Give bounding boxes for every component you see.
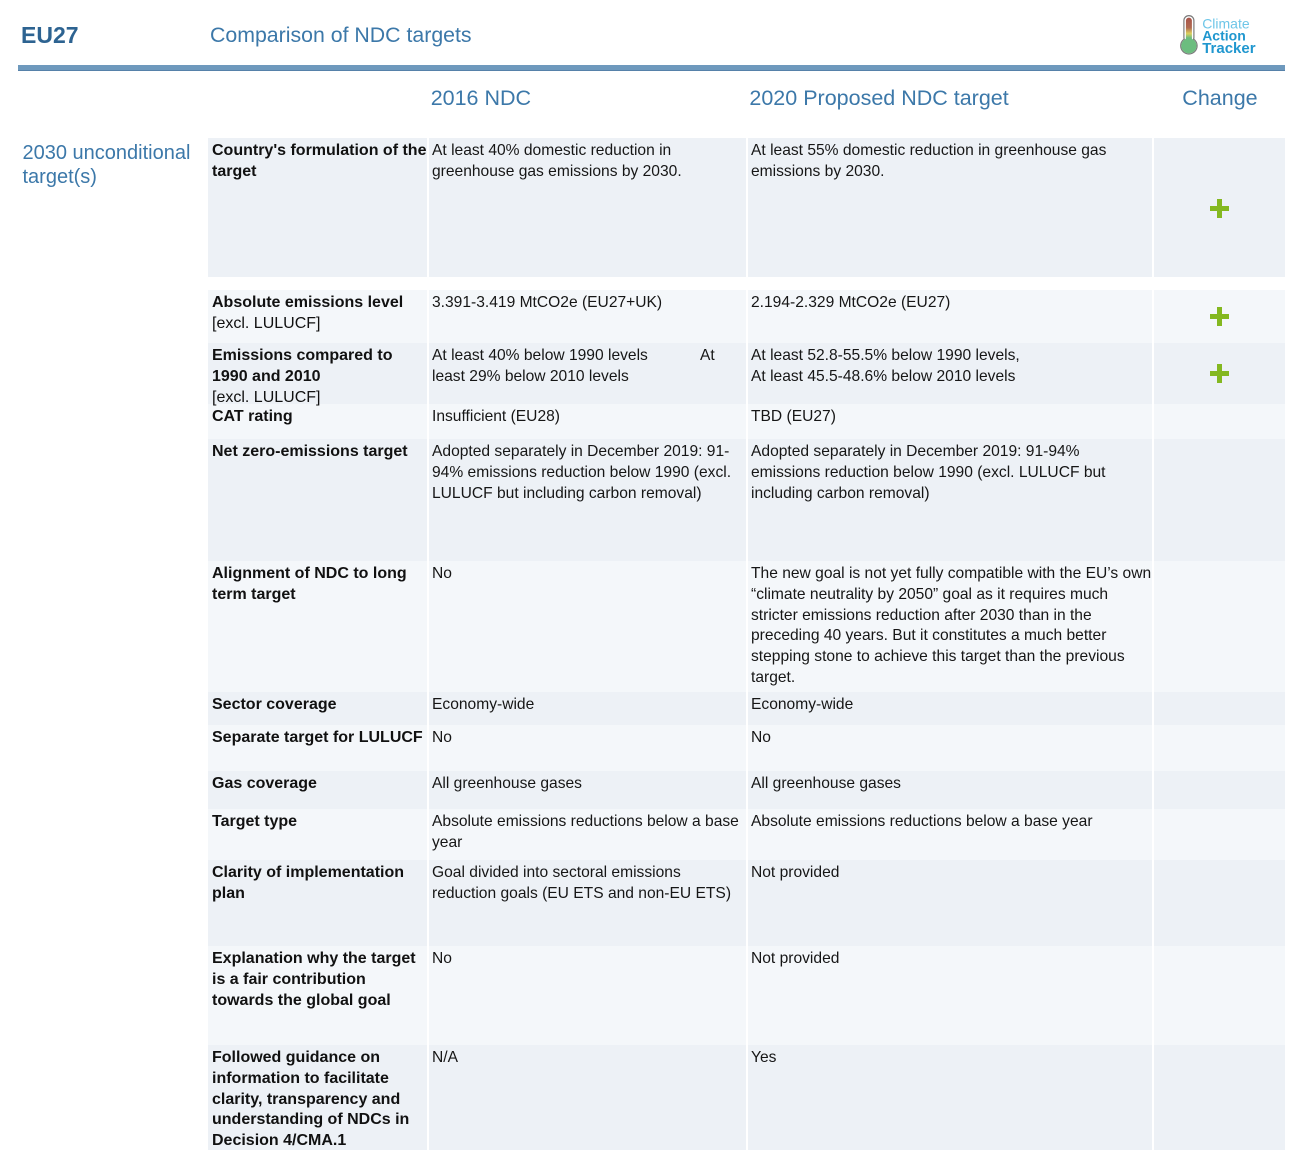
svg-text:Tracker: Tracker <box>1202 40 1256 57</box>
svg-text:Climate: Climate <box>1202 16 1250 32</box>
svg-text:Action: Action <box>1202 27 1246 43</box>
